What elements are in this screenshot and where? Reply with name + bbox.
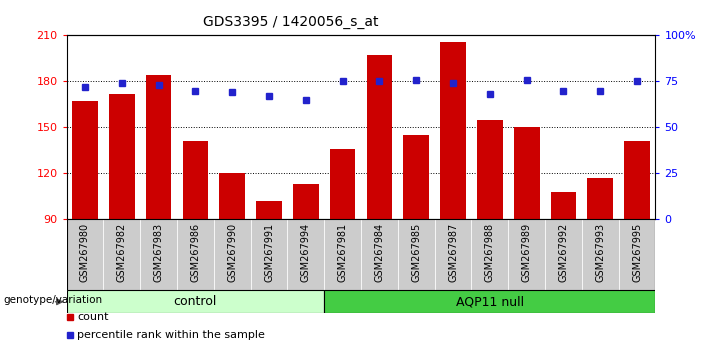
Bar: [256, 201, 282, 219]
Text: genotype/variation: genotype/variation: [4, 295, 102, 305]
Bar: [287, 219, 325, 290]
Text: GSM267981: GSM267981: [338, 223, 348, 282]
Text: GSM267982: GSM267982: [117, 223, 127, 282]
Bar: [146, 75, 172, 219]
Bar: [367, 55, 393, 219]
Bar: [72, 101, 98, 219]
Bar: [324, 219, 361, 290]
Text: AQP11 null: AQP11 null: [456, 295, 524, 308]
Bar: [435, 219, 471, 290]
Text: GSM267988: GSM267988: [485, 223, 495, 282]
Text: GSM267989: GSM267989: [522, 223, 531, 282]
Bar: [398, 219, 435, 290]
Bar: [514, 127, 540, 219]
Bar: [293, 184, 319, 219]
Bar: [403, 135, 429, 219]
Bar: [471, 219, 508, 290]
Bar: [324, 290, 655, 313]
Bar: [440, 41, 466, 219]
Text: GSM267990: GSM267990: [227, 223, 237, 282]
Bar: [67, 219, 104, 290]
Text: GSM267986: GSM267986: [191, 223, 200, 282]
Bar: [624, 141, 650, 219]
Bar: [619, 219, 655, 290]
Bar: [550, 192, 576, 219]
Text: percentile rank within the sample: percentile rank within the sample: [77, 330, 265, 339]
Text: GSM267991: GSM267991: [264, 223, 274, 282]
Title: GDS3395 / 1420056_s_at: GDS3395 / 1420056_s_at: [203, 15, 378, 29]
Bar: [587, 178, 613, 219]
Bar: [251, 219, 287, 290]
Text: control: control: [174, 295, 217, 308]
Text: GSM267985: GSM267985: [411, 223, 421, 282]
Text: count: count: [77, 312, 109, 322]
Bar: [219, 173, 245, 219]
Text: GSM267995: GSM267995: [632, 223, 642, 282]
Bar: [545, 219, 582, 290]
Bar: [67, 290, 324, 313]
Bar: [477, 120, 503, 219]
Bar: [140, 219, 177, 290]
Bar: [109, 94, 135, 219]
Text: GSM267994: GSM267994: [301, 223, 311, 282]
Text: GSM267984: GSM267984: [374, 223, 384, 282]
Bar: [329, 149, 355, 219]
Text: GSM267992: GSM267992: [559, 223, 569, 282]
Bar: [177, 219, 214, 290]
Text: GSM267980: GSM267980: [80, 223, 90, 282]
Text: GSM267987: GSM267987: [448, 223, 458, 282]
Bar: [214, 219, 251, 290]
Bar: [582, 219, 619, 290]
Bar: [508, 219, 545, 290]
Bar: [182, 141, 208, 219]
Text: GSM267993: GSM267993: [595, 223, 605, 282]
Bar: [104, 219, 140, 290]
Bar: [361, 219, 398, 290]
Text: GSM267983: GSM267983: [154, 223, 163, 282]
